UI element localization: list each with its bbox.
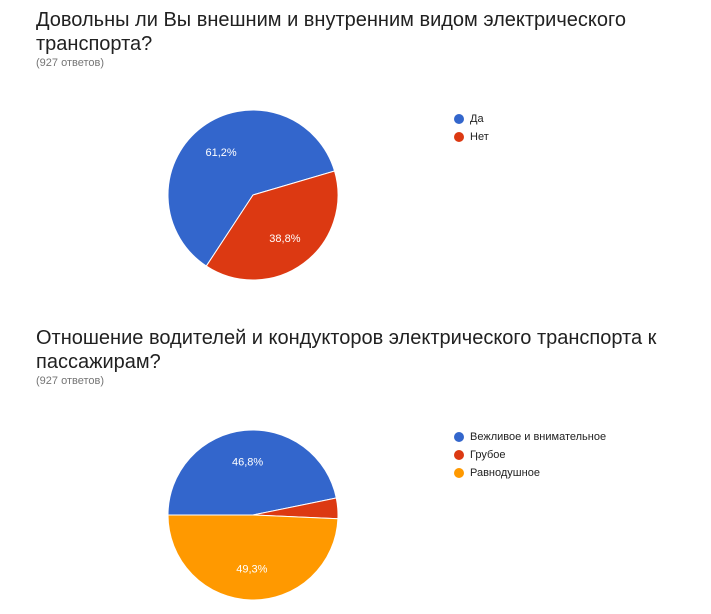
chart-title: Отношение водителей и кондукторов электр… xyxy=(36,327,657,373)
legend-dot-icon xyxy=(454,432,464,442)
legend-dot-icon xyxy=(454,132,464,142)
legend-item-no[interactable]: Нет xyxy=(454,128,489,146)
slice-value-label: 49,3% xyxy=(236,564,267,576)
response-count: (927 ответов) xyxy=(36,57,104,69)
legend-dot-icon xyxy=(454,450,464,460)
slice-value-label: 46,8% xyxy=(232,457,263,469)
pie-chart-appearance: Довольны ли Вы внешним и внутренним видо… xyxy=(36,9,626,281)
pie-slice-0[interactable] xyxy=(167,429,337,516)
pie-slice-2[interactable] xyxy=(167,514,339,601)
pie-slice-0[interactable] xyxy=(167,109,336,267)
legend-dot-icon xyxy=(454,114,464,124)
legend-dot-icon xyxy=(454,468,464,478)
legend: Вежливое и внимательное Грубое Равнодушн… xyxy=(454,428,606,482)
pie-slice-1[interactable] xyxy=(205,170,339,281)
response-count: (927 ответов) xyxy=(36,375,104,387)
legend-label: Да xyxy=(470,113,484,125)
legend-item-indifferent[interactable]: Равнодушное xyxy=(454,464,606,482)
legend-label: Нет xyxy=(470,131,489,143)
pie-chart-staff-attitude: Отношение водителей и кондукторов электр… xyxy=(0,318,711,614)
chart-title: Довольны ли Вы внешним и внутренним видо… xyxy=(36,9,626,55)
legend-label: Равнодушное xyxy=(470,467,540,479)
pie-svg: 61,2% 38,8% xyxy=(167,109,339,281)
legend-label: Вежливое и внимательное xyxy=(470,431,607,443)
legend-label: Грубое xyxy=(470,449,506,461)
slice-value-label: 61,2% xyxy=(206,147,237,159)
slice-value-label: 38,8% xyxy=(269,233,300,245)
legend-item-yes[interactable]: Да xyxy=(454,110,489,128)
legend-item-polite[interactable]: Вежливое и внимательное xyxy=(454,428,606,446)
legend: Да Нет xyxy=(454,110,489,146)
legend-item-rude[interactable]: Грубое xyxy=(454,446,606,464)
pie-svg: 46,8% 49,3% xyxy=(167,429,339,601)
